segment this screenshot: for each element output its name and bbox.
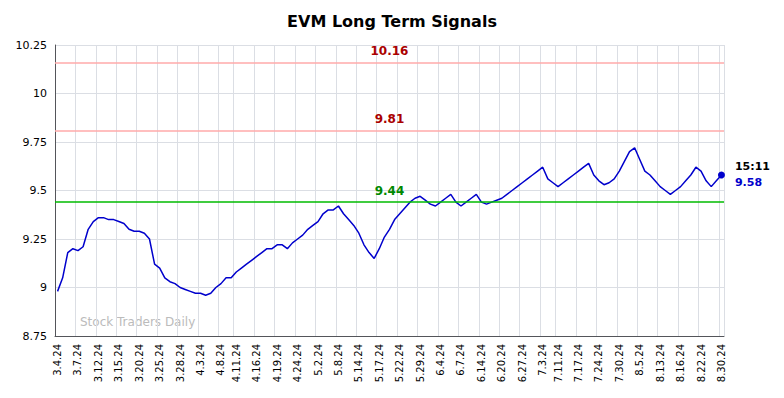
svg-text:7.30.24: 7.30.24 [614,344,625,382]
svg-text:3.15.24: 3.15.24 [113,344,124,382]
svg-text:9.58: 9.58 [735,176,762,189]
svg-text:8.30.24: 8.30.24 [716,344,727,382]
svg-text:8.16.24: 8.16.24 [675,344,686,382]
svg-text:5.8.24: 5.8.24 [333,344,344,376]
svg-text:4.11.24: 4.11.24 [231,344,242,382]
svg-text:10.16: 10.16 [371,44,409,58]
svg-text:7.24.24: 7.24.24 [593,344,604,382]
svg-text:9.25: 9.25 [23,233,48,246]
svg-text:10: 10 [33,87,47,100]
svg-text:6.27.24: 6.27.24 [517,344,528,382]
svg-text:4.3.24: 4.3.24 [195,344,206,376]
svg-text:EVM Long Term Signals: EVM Long Term Signals [287,12,497,31]
svg-text:9.75: 9.75 [23,136,48,149]
svg-text:3.4.24: 3.4.24 [52,344,63,376]
svg-text:10.25: 10.25 [16,39,48,52]
svg-text:15:11: 15:11 [735,160,770,173]
svg-text:3.20.24: 3.20.24 [134,344,145,382]
svg-text:5.2.24: 5.2.24 [313,344,324,376]
svg-text:3.25.24: 3.25.24 [154,344,165,382]
svg-text:8.75: 8.75 [23,330,48,343]
svg-text:6.20.24: 6.20.24 [496,344,507,382]
svg-text:5.14.24: 5.14.24 [353,344,364,382]
svg-text:3.7.24: 3.7.24 [72,344,83,376]
svg-text:9.5: 9.5 [30,184,48,197]
svg-text:7.11.24: 7.11.24 [553,344,564,382]
svg-text:Stock Traders Daily: Stock Traders Daily [80,315,196,329]
svg-text:6.7.24: 6.7.24 [455,344,466,376]
svg-text:8.5.24: 8.5.24 [634,344,645,376]
svg-text:5.22.24: 5.22.24 [394,344,405,382]
svg-text:7.3.24: 7.3.24 [537,344,548,376]
svg-text:5.17.24: 5.17.24 [374,344,385,382]
svg-text:4.24.24: 4.24.24 [292,344,303,382]
svg-text:6.4.24: 6.4.24 [435,344,446,376]
svg-text:7.17.24: 7.17.24 [573,344,584,382]
svg-text:3.28.24: 3.28.24 [175,344,186,382]
svg-text:9.44: 9.44 [375,184,405,198]
svg-text:5.29.24: 5.29.24 [415,344,426,382]
svg-text:3.12.24: 3.12.24 [93,344,104,382]
svg-text:6.14.24: 6.14.24 [476,344,487,382]
svg-text:9.81: 9.81 [375,112,405,126]
svg-text:8.22.24: 8.22.24 [696,344,707,382]
svg-text:4.8.24: 4.8.24 [215,344,226,376]
svg-text:4.19.24: 4.19.24 [272,344,283,382]
svg-text:4.16.24: 4.16.24 [251,344,262,382]
svg-text:8.13.24: 8.13.24 [655,344,666,382]
svg-text:9: 9 [40,281,47,294]
